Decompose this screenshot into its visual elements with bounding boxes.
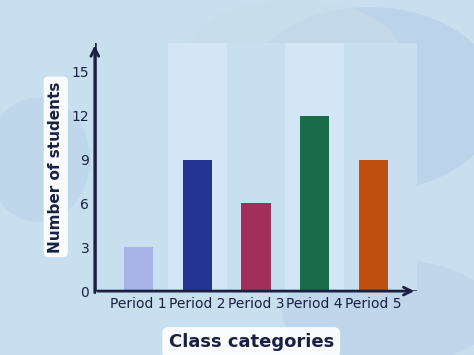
Bar (168, 43, 227, 291)
Bar (344, 43, 402, 291)
Bar (285, 43, 344, 291)
Bar (182, 159, 212, 291)
Bar (109, 43, 168, 291)
Bar (124, 247, 154, 291)
Bar (241, 203, 271, 291)
Bar (358, 159, 388, 291)
Y-axis label: Number of students: Number of students (48, 81, 64, 252)
Text: Class categories: Class categories (169, 333, 334, 351)
Bar (227, 43, 285, 291)
Bar (300, 116, 329, 291)
